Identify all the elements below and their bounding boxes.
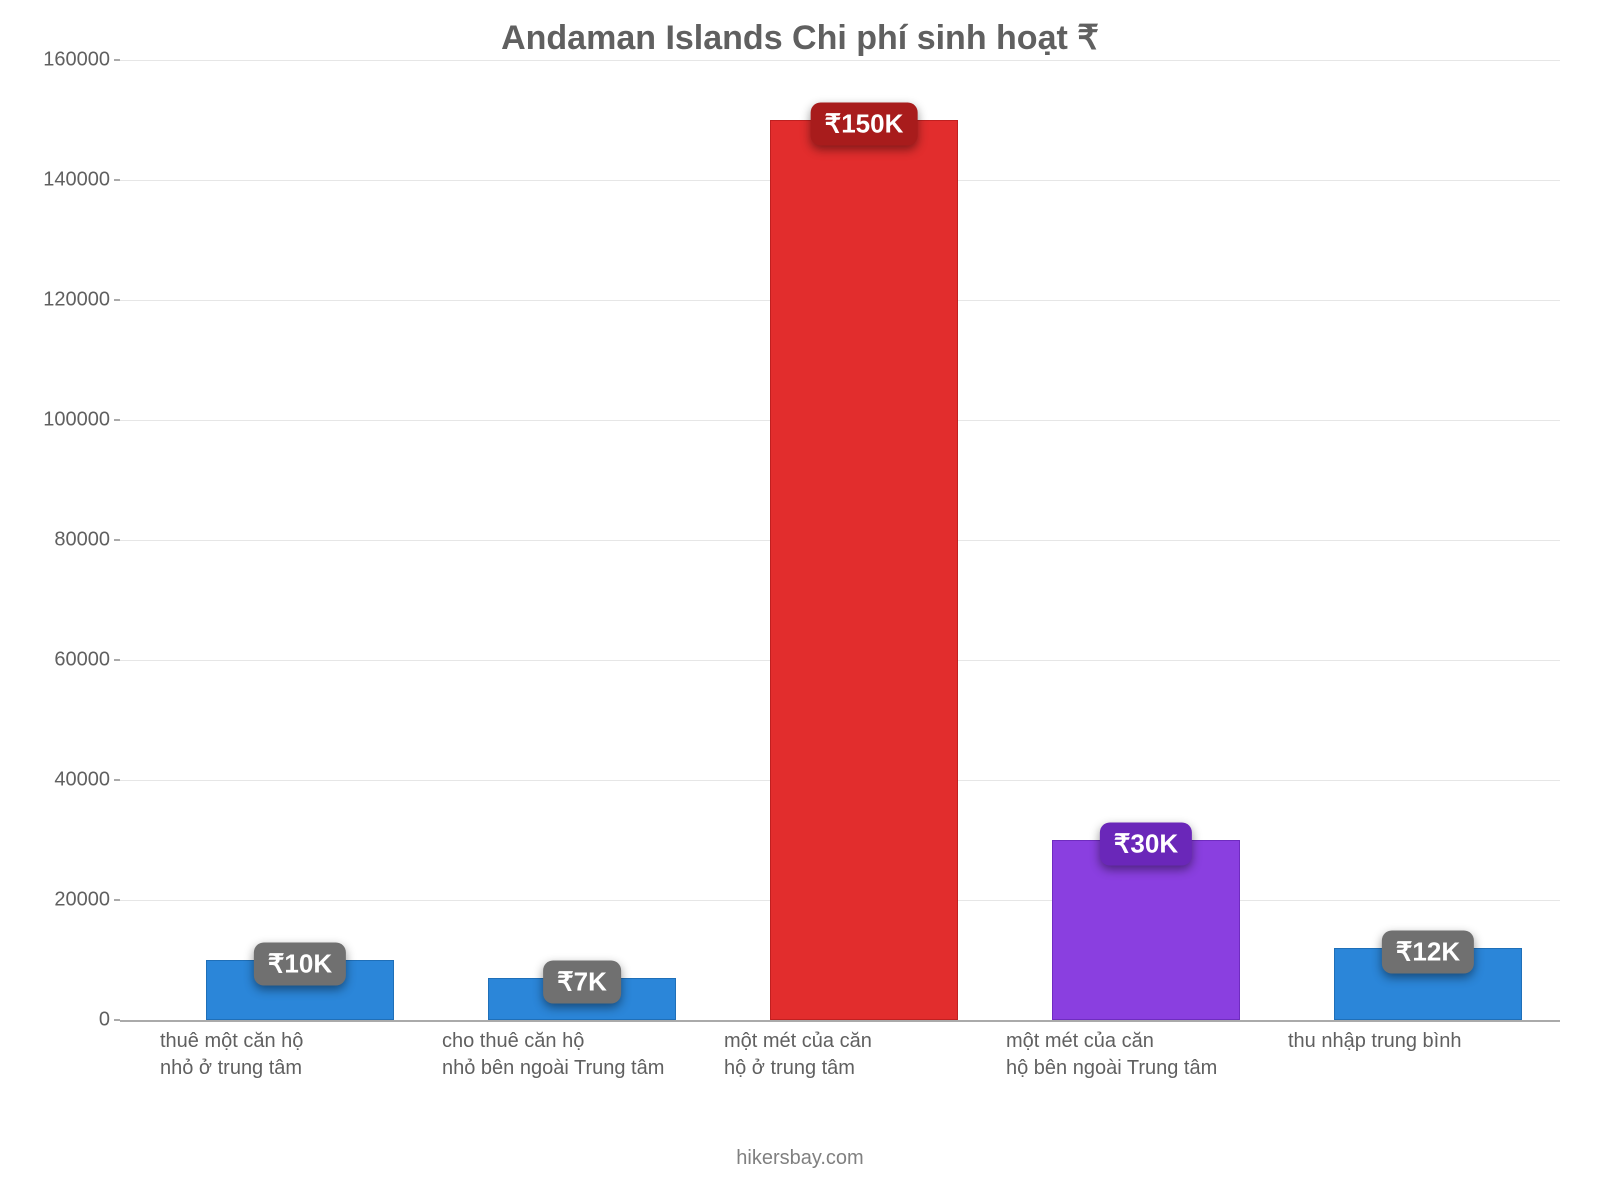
x-category-label: một mét của căn hộ ở trung tâm (724, 1028, 1004, 1082)
y-tick-mark (114, 539, 120, 541)
y-tick-label: 20000 (54, 889, 110, 912)
y-tick-label: 140000 (43, 169, 110, 192)
y-tick-label: 40000 (54, 769, 110, 792)
chart-title: Andaman Islands Chi phí sinh hoạt ₹ (0, 18, 1600, 58)
plot-area: 0200004000060000800001000001200001400001… (120, 60, 1560, 1022)
y-tick-mark (114, 779, 120, 781)
bar (770, 120, 958, 1020)
bar-value-label: ₹10K (254, 943, 346, 986)
y-tick-mark (114, 419, 120, 421)
bar-value-label: ₹30K (1100, 823, 1192, 866)
y-tick-label: 100000 (43, 409, 110, 432)
y-tick-label: 60000 (54, 649, 110, 672)
x-category-label: thuê một căn hộ nhỏ ở trung tâm (160, 1028, 440, 1082)
y-tick-mark (114, 1019, 120, 1021)
bar-value-label: ₹7K (543, 961, 621, 1004)
x-category-label: cho thuê căn hộ nhỏ bên ngoài Trung tâm (442, 1028, 722, 1082)
x-category-label: thu nhập trung bình (1288, 1028, 1568, 1055)
y-tick-label: 160000 (43, 49, 110, 72)
x-category-label: một mét của căn hộ bên ngoài Trung tâm (1006, 1028, 1286, 1082)
y-tick-label: 0 (99, 1009, 110, 1032)
y-tick-mark (114, 659, 120, 661)
y-tick-mark (114, 179, 120, 181)
y-tick-label: 80000 (54, 529, 110, 552)
bar-value-label: ₹150K (811, 103, 918, 146)
y-tick-mark (114, 299, 120, 301)
bar (1052, 840, 1240, 1020)
gridline (120, 60, 1560, 61)
y-tick-label: 120000 (43, 289, 110, 312)
y-tick-mark (114, 59, 120, 61)
bar-value-label: ₹12K (1382, 931, 1474, 974)
chart-footer: hikersbay.com (0, 1147, 1600, 1170)
y-tick-mark (114, 899, 120, 901)
chart-container: Andaman Islands Chi phí sinh hoạt ₹ 0200… (0, 0, 1600, 1200)
